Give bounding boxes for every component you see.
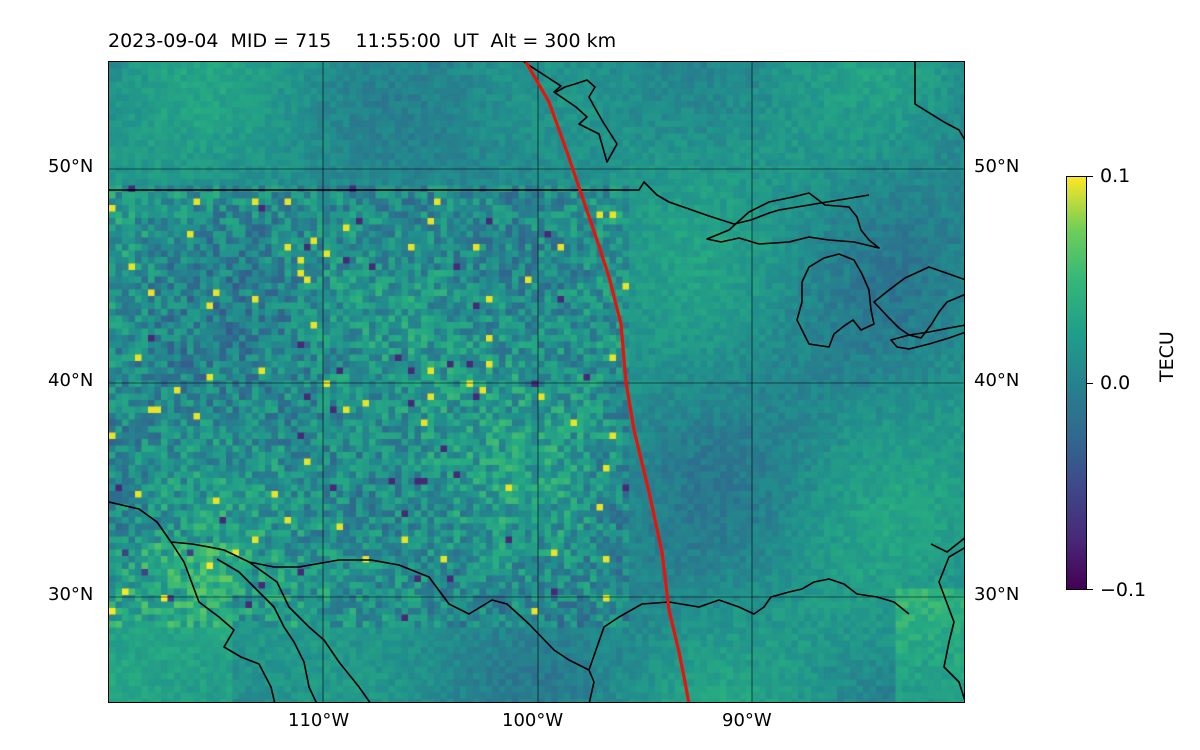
colorbar-tick-top (1087, 176, 1093, 177)
mexico-mainland (216, 558, 317, 702)
lat-label-40-right: 40°N (974, 370, 1020, 391)
hudson-bay-shore (523, 62, 618, 163)
colorbar (1066, 176, 1087, 590)
lat-label-40-left: 40°N (48, 370, 94, 391)
hudson-east-shore (914, 62, 964, 141)
lake-erie-ontario (890, 324, 964, 350)
gulf-coast (109, 501, 910, 671)
baja-california (170, 541, 276, 702)
coastlines (109, 62, 964, 702)
tec-map (108, 61, 965, 703)
lon-label-90w: 90°W (722, 710, 772, 731)
solar-terminator-line (524, 62, 691, 702)
atlantic-coast (938, 547, 964, 701)
colorbar-tick-bottom (1087, 589, 1093, 590)
lake-michigan (796, 253, 875, 348)
colorbar-unit-label: TECU (1156, 331, 1178, 382)
tec-heatmap (109, 62, 964, 702)
map-title: 2023-09-04 MID = 715 11:55:00 UT Alt = 3… (108, 30, 617, 52)
lon-label-100w: 100°W (502, 710, 564, 731)
lat-label-30-left: 30°N (48, 584, 94, 605)
mexico-west-coast (248, 561, 371, 702)
colorbar-label-min: −0.1 (1100, 579, 1147, 601)
colorbar-tick-mid (1087, 383, 1093, 384)
lon-label-110w: 110°W (288, 710, 350, 731)
mexico-gulf-coast (588, 669, 595, 702)
lat-label-30-right: 30°N (974, 584, 1020, 605)
lat-label-50-right: 50°N (974, 156, 1020, 177)
lat-label-50-left: 50°N (48, 156, 94, 177)
colorbar-label-zero: 0.0 (1100, 372, 1131, 394)
graticule (109, 62, 964, 702)
us-canada-border (109, 181, 870, 225)
lake-superior (706, 192, 880, 249)
map-overlay (109, 62, 964, 702)
colorbar-label-max: 0.1 (1100, 165, 1131, 187)
lake-huron (873, 266, 964, 339)
florida (930, 537, 964, 553)
